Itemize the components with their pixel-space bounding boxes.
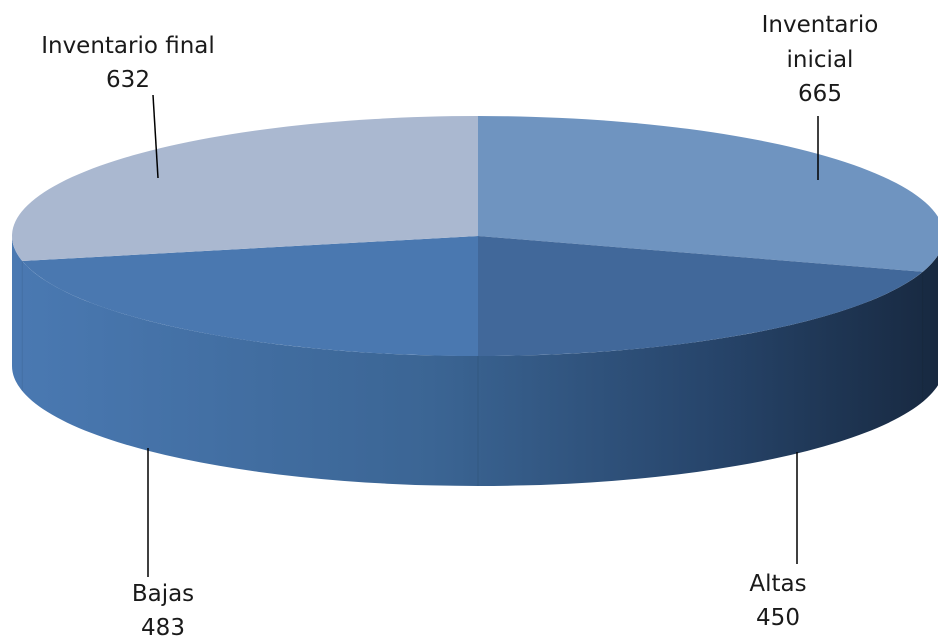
pie-slice-altas <box>478 236 923 356</box>
pie-side-wall <box>12 236 938 486</box>
data-label-category: Inventario final <box>41 33 215 59</box>
data-label-category: Bajas <box>132 581 194 607</box>
data-label-category: Altas <box>749 571 806 597</box>
data-label-category: Inventario <box>762 12 879 38</box>
data-label-value: 632 <box>106 67 150 93</box>
data-label-category: inicial <box>787 47 854 73</box>
pie-slice-inventario-final <box>11 116 478 262</box>
leader-line <box>152 94 159 179</box>
pie-slice-bajas <box>22 236 479 356</box>
data-label-value: 483 <box>141 615 185 639</box>
data-label-value: 450 <box>756 605 800 631</box>
data-label-value: 665 <box>798 81 842 107</box>
pie-slice-inventario-inicial <box>478 116 938 272</box>
